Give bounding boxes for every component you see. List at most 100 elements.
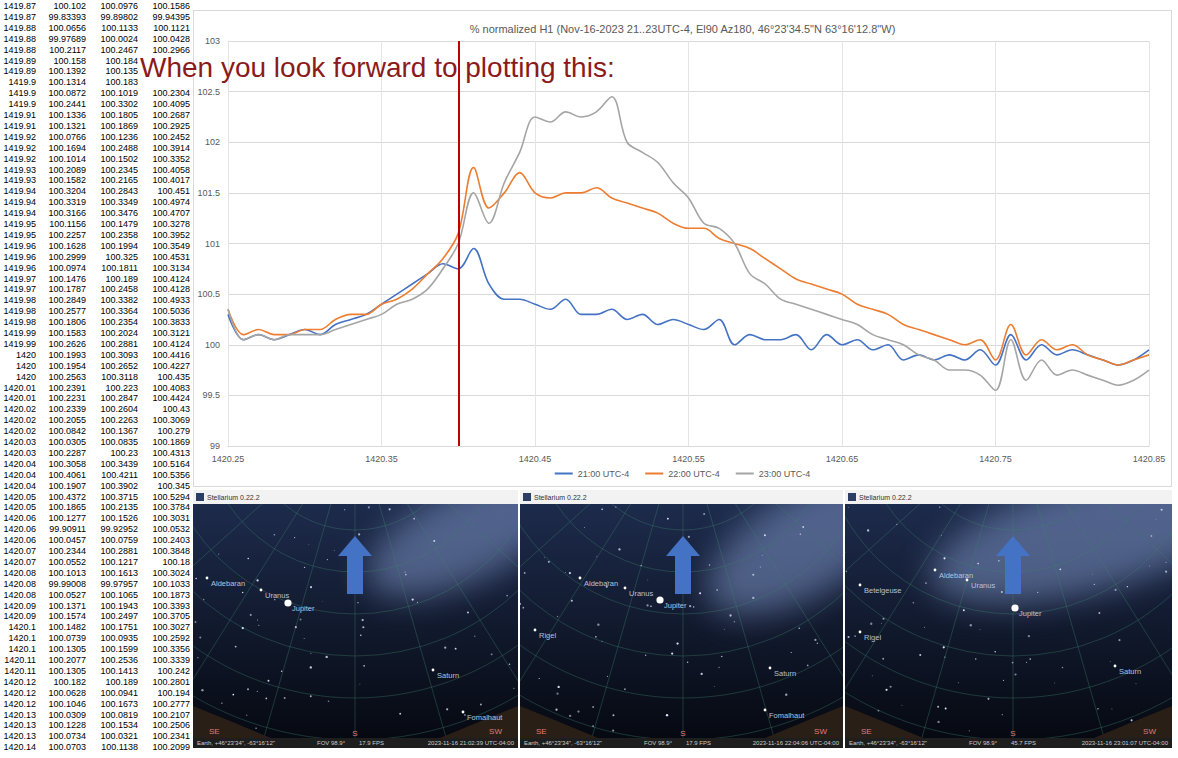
svg-text:17.9 FPS: 17.9 FPS: [359, 740, 384, 746]
svg-text:SW: SW: [489, 727, 502, 736]
svg-text:% normalized H1 (Nov-16-2023 2: % normalized H1 (Nov-16-2023 21..23UTC-4…: [470, 23, 896, 35]
svg-text:SE: SE: [536, 727, 547, 736]
svg-text:Rigel: Rigel: [864, 633, 881, 642]
svg-text:99: 99: [210, 441, 220, 451]
html-text:100.1314: 100.1314: [48, 77, 86, 88]
html-text:100.183: 100.183: [105, 77, 138, 88]
html-text:100.4095: 100.4095: [152, 99, 190, 110]
html-text:1419.89: 1419.89: [3, 55, 36, 66]
svg-text:Jupiter: Jupiter: [1019, 609, 1042, 618]
svg-text:102: 102: [205, 137, 220, 147]
svg-text:Fomalhaut: Fomalhaut: [467, 713, 503, 722]
html-text:100.1133: 100.1133: [101, 22, 138, 33]
svg-text:1420.75: 1420.75: [979, 454, 1012, 464]
html-text:100.1392: 100.1392: [48, 66, 86, 77]
svg-text:2023-11-16 21:02:39 UTC-04:00: 2023-11-16 21:02:39 UTC-04:00: [428, 740, 515, 746]
svg-text:SE: SE: [861, 727, 872, 736]
html-text:100.1121: 100.1121: [153, 22, 190, 33]
svg-text:17.9 FPS: 17.9 FPS: [686, 740, 711, 746]
html-text:100.1321: 100.1321: [48, 120, 86, 131]
svg-text:102.5: 102.5: [197, 87, 220, 97]
svg-text:23:00 UTC-4: 23:00 UTC-4: [759, 469, 811, 479]
html-text:1419.87: 1419.87: [3, 11, 36, 22]
html-text:100.184: 100.184: [105, 55, 138, 66]
svg-text:100.5: 100.5: [197, 289, 220, 299]
html-text:100.1019: 100.1019: [100, 88, 138, 99]
svg-text:22:00 UTC-4: 22:00 UTC-4: [668, 469, 720, 479]
svg-text:SW: SW: [1143, 727, 1156, 736]
html-text:100.2117: 100.2117: [49, 44, 86, 55]
html-text:100.1869: 100.1869: [100, 120, 138, 131]
svg-text:21:00 UTC-4: 21:00 UTC-4: [578, 469, 630, 479]
html-text:99.97689: 99.97689: [48, 33, 86, 44]
html-text:1419.9: 1419.9: [8, 77, 36, 88]
svg-text:Earth, +46°23'34", -63°16'12": Earth, +46°23'34", -63°16'12": [849, 740, 927, 746]
svg-text:S: S: [352, 729, 357, 738]
svg-text:Saturn: Saturn: [1119, 667, 1141, 676]
svg-text:1420.45: 1420.45: [519, 454, 552, 464]
svg-text:Uranus: Uranus: [971, 581, 995, 590]
html-text:100.0872: 100.0872: [48, 88, 86, 99]
html-text:100.0656: 100.0656: [48, 22, 86, 33]
svg-text:S: S: [1010, 729, 1015, 738]
html-text:1419.88: 1419.88: [3, 22, 36, 33]
html-text:1419.88: 1419.88: [3, 33, 36, 44]
html-text:99.94395: 99.94395: [152, 11, 190, 22]
svg-text:1420.85: 1420.85: [1133, 454, 1166, 464]
html-text:1419.91: 1419.91: [3, 120, 36, 131]
html-text:1419.92: 1419.92: [3, 131, 36, 142]
html-text:100.2925: 100.2925: [152, 120, 190, 131]
svg-text:S: S: [680, 729, 685, 738]
svg-text:Fomalhaut: Fomalhaut: [769, 711, 805, 720]
html-text:1419.9: 1419.9: [8, 99, 36, 110]
svg-text:Aldebaran: Aldebaran: [939, 571, 973, 580]
html-text:100.2441: 100.2441: [48, 99, 86, 110]
html-text:1419.89: 1419.89: [3, 66, 36, 77]
html-text:100.0024: 100.0024: [100, 33, 138, 44]
html-text:100.2467: 100.2467: [100, 44, 138, 55]
html-text:99.89802: 99.89802: [100, 11, 138, 22]
html-text:1419.9: 1419.9: [8, 88, 36, 99]
svg-text:Betelgeuse: Betelgeuse: [864, 586, 902, 595]
svg-text:SE: SE: [209, 727, 220, 736]
svg-text:2023-11-16 22:04:06 UTC-04:00: 2023-11-16 22:04:06 UTC-04:00: [753, 740, 840, 746]
html-text:100.158: 100.158: [53, 55, 86, 66]
svg-text:Stellarium 0.22.2: Stellarium 0.22.2: [534, 494, 587, 501]
svg-text:Jupiter: Jupiter: [292, 604, 315, 613]
html-text:When you look forward to plott: When you look forward to plotting this:: [140, 52, 615, 83]
html-text:100.0428: 100.0428: [152, 33, 190, 44]
svg-text:Aldebaran: Aldebaran: [584, 579, 618, 588]
svg-text:Uranus: Uranus: [265, 591, 289, 600]
svg-text:1420.65: 1420.65: [826, 454, 859, 464]
svg-text:1420.25: 1420.25: [212, 454, 245, 464]
svg-text:Rigel: Rigel: [539, 631, 556, 640]
svg-text:45.7 FPS: 45.7 FPS: [1011, 740, 1036, 746]
svg-text:1420.35: 1420.35: [365, 454, 398, 464]
html-text:100.3302: 100.3302: [100, 99, 138, 110]
svg-text:Saturn: Saturn: [437, 671, 459, 680]
svg-text:SW: SW: [814, 727, 827, 736]
svg-text:101: 101: [205, 239, 220, 249]
svg-text:FOV 98.9°: FOV 98.9°: [317, 740, 346, 746]
svg-text:Stellarium 0.22.2: Stellarium 0.22.2: [859, 494, 912, 501]
html-text:1419.88: 1419.88: [3, 44, 36, 55]
svg-text:2023-11-16 23:01:07 UTC-04:00: 2023-11-16 23:01:07 UTC-04:00: [1082, 740, 1169, 746]
svg-text:1420.55: 1420.55: [672, 454, 705, 464]
svg-text:100: 100: [205, 340, 220, 350]
svg-text:FOV 98.9°: FOV 98.9°: [969, 740, 998, 746]
svg-text:Saturn: Saturn: [774, 669, 796, 678]
svg-text:103: 103: [205, 36, 220, 46]
svg-text:Earth, +46°23'34", -63°16'12": Earth, +46°23'34", -63°16'12": [524, 740, 602, 746]
html-text:100.2966: 100.2966: [152, 44, 190, 55]
html-text:99.83393: 99.83393: [48, 11, 86, 22]
svg-text:Aldebaran: Aldebaran: [211, 579, 245, 588]
html-text:100.135: 100.135: [105, 66, 138, 77]
svg-text:99.5: 99.5: [202, 390, 220, 400]
html-text:100.2304: 100.2304: [152, 88, 190, 99]
svg-text:Uranus: Uranus: [629, 589, 653, 598]
svg-text:FOV 98.9°: FOV 98.9°: [644, 740, 673, 746]
svg-text:Stellarium 0.22.2: Stellarium 0.22.2: [207, 494, 260, 501]
svg-text:Jupiter: Jupiter: [664, 601, 687, 610]
svg-text:Earth, +46°23'34", -63°16'12": Earth, +46°23'34", -63°16'12": [197, 740, 275, 746]
svg-text:101.5: 101.5: [197, 188, 220, 198]
